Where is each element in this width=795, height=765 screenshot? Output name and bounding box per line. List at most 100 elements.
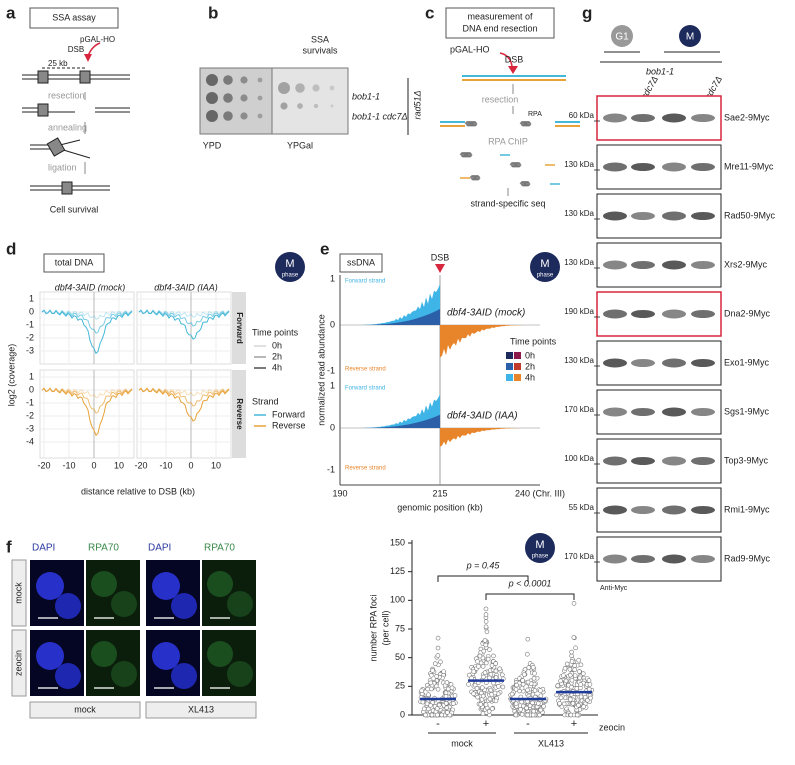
cell-point	[478, 702, 484, 707]
band	[662, 211, 686, 221]
cell-point	[420, 699, 426, 705]
cell-point	[567, 666, 573, 672]
label: M	[686, 32, 694, 43]
cell-point	[484, 629, 490, 635]
coverage-curve	[138, 309, 230, 340]
legend-swatch	[506, 352, 513, 359]
cell-point	[491, 653, 496, 659]
band	[691, 261, 715, 269]
cell-point	[525, 651, 530, 657]
label: ssDNA	[347, 257, 375, 267]
cell	[227, 661, 253, 687]
cell-point	[574, 712, 580, 718]
cell-point	[585, 697, 590, 703]
label: dbf4-3AID (IAA)	[154, 282, 218, 292]
band	[662, 113, 686, 123]
marker-label: 55 kDa	[569, 503, 595, 512]
band	[662, 309, 686, 319]
label: mock	[451, 738, 473, 748]
label: dbf4-3AID (IAA)	[447, 411, 518, 422]
label: 25 kb	[48, 59, 68, 68]
cell-point	[522, 672, 527, 677]
cell-point	[487, 675, 492, 681]
plot-area	[136, 291, 232, 365]
box	[43, 253, 105, 273]
protein-label: Exo1-9Myc	[724, 357, 770, 367]
cell-point	[577, 675, 583, 681]
cell-point	[558, 678, 563, 684]
area	[350, 414, 440, 428]
cell-point	[487, 647, 492, 652]
cell-point	[451, 701, 456, 706]
plot-area	[39, 369, 135, 459]
cell-point	[586, 686, 592, 692]
nucleus	[36, 642, 64, 670]
band	[603, 358, 627, 368]
cell-point	[489, 663, 495, 668]
marker-label: 60 kDa	[569, 111, 595, 120]
cell-point	[481, 674, 486, 680]
cell-point	[581, 704, 586, 709]
label: XL413	[188, 704, 214, 714]
cell-point	[483, 624, 489, 630]
phase-circle	[679, 25, 701, 47]
cell-point	[530, 712, 536, 718]
y-tick-label: 125	[390, 566, 405, 576]
cell-point	[500, 684, 506, 690]
legend-swatch	[514, 374, 521, 381]
cell-point	[480, 685, 485, 690]
label: total DNA	[55, 257, 94, 267]
cell-point	[569, 649, 574, 655]
spot	[240, 112, 248, 120]
y-tick-label: 25	[395, 681, 405, 691]
nucleus	[171, 593, 197, 619]
area	[440, 325, 535, 358]
band	[631, 310, 655, 318]
rpa-coil	[519, 121, 532, 127]
y-tick-label: -3	[26, 423, 34, 433]
panel-letter: d	[6, 239, 16, 258]
rpa-coil	[519, 181, 531, 187]
label: mock	[13, 582, 23, 604]
legend-swatch	[514, 363, 521, 370]
y-tick-label: -2	[26, 332, 34, 342]
label: ligation	[48, 162, 77, 172]
panel-letter: e	[320, 239, 329, 258]
cell-point	[471, 669, 477, 674]
label: pGAL-HO	[450, 44, 490, 54]
band	[691, 212, 715, 220]
cell-point	[532, 688, 538, 693]
cell-point	[423, 712, 428, 718]
arrowhead	[435, 264, 445, 273]
x-tick-label: -20	[37, 460, 50, 470]
cell-point	[569, 653, 574, 659]
rpa-coil	[469, 175, 481, 181]
label: DAPI	[32, 543, 55, 554]
y-tick-label: 1	[29, 293, 34, 303]
cell-point	[537, 712, 542, 718]
cell-point	[567, 672, 573, 678]
label: survivals	[302, 45, 338, 55]
spot	[257, 95, 263, 101]
area	[350, 283, 440, 325]
x-tick-label: -10	[62, 460, 75, 470]
band	[631, 163, 655, 171]
cell-point	[532, 671, 537, 676]
cell-point	[493, 661, 498, 666]
cell-point	[480, 693, 486, 699]
badge-text: M	[285, 258, 294, 270]
label: -	[436, 718, 440, 730]
cell-point	[509, 691, 515, 697]
cell-point	[531, 675, 537, 681]
phase-badge	[530, 252, 560, 282]
box	[37, 70, 49, 84]
cell-point	[483, 702, 489, 708]
cell-point	[538, 688, 543, 693]
cell-point	[428, 686, 434, 692]
label: log2 (coverage)	[6, 344, 16, 407]
band	[691, 359, 715, 367]
coverage-curve	[138, 387, 230, 422]
cell-point	[561, 673, 566, 678]
badge-text: M	[535, 539, 544, 551]
